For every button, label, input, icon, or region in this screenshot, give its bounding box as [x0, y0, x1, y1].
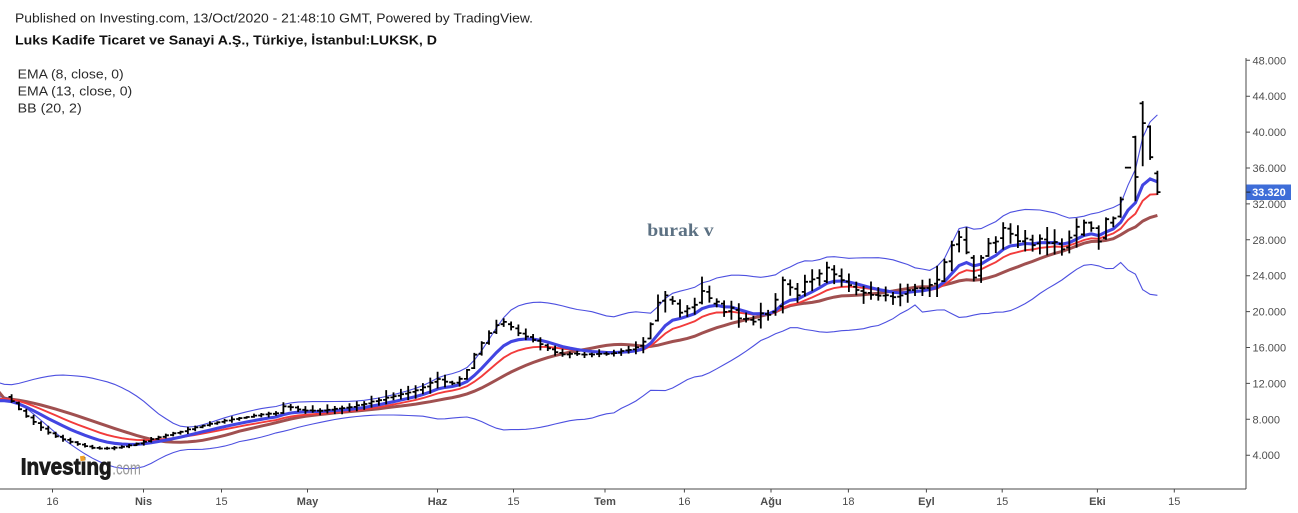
svg-text:15: 15: [996, 496, 1008, 508]
svg-text:Haz: Haz: [428, 496, 448, 508]
svg-text:15: 15: [1168, 496, 1180, 508]
svg-text:EMA (13, close, 0): EMA (13, close, 0): [18, 83, 133, 98]
svg-text:28.000: 28.000: [1253, 235, 1287, 247]
svg-text:8.000: 8.000: [1253, 414, 1281, 426]
svg-text:36.000: 36.000: [1253, 163, 1287, 175]
svg-text:24.000: 24.000: [1253, 271, 1287, 283]
svg-text:Ağu: Ağu: [760, 496, 781, 508]
svg-text:EMA (8, close, 0): EMA (8, close, 0): [18, 66, 124, 81]
svg-text:Investing: Investing: [21, 454, 112, 480]
svg-text:Tem: Tem: [594, 496, 616, 508]
svg-text:.com: .com: [112, 458, 141, 479]
svg-text:15: 15: [507, 496, 519, 508]
svg-text:Eyl: Eyl: [918, 496, 935, 508]
svg-text:Nis: Nis: [135, 496, 152, 508]
svg-text:May: May: [297, 496, 319, 508]
svg-text:32.000: 32.000: [1253, 199, 1287, 211]
svg-text:48.000: 48.000: [1253, 55, 1287, 67]
svg-text:12.000: 12.000: [1253, 378, 1287, 390]
svg-text:16: 16: [46, 496, 58, 508]
svg-text:16: 16: [678, 496, 690, 508]
svg-text:Luks Kadife Ticaret ve Sanayi: Luks Kadife Ticaret ve Sanayi A.Ş., Türk…: [15, 33, 437, 48]
svg-text:Eki: Eki: [1089, 496, 1106, 508]
svg-text:20.000: 20.000: [1253, 307, 1287, 319]
svg-text:40.000: 40.000: [1253, 127, 1287, 139]
svg-text:15: 15: [215, 496, 227, 508]
svg-text:4.000: 4.000: [1253, 450, 1281, 462]
svg-text:33.320: 33.320: [1252, 187, 1286, 199]
svg-text:18: 18: [842, 496, 854, 508]
svg-text:Published on Investing.com, 13: Published on Investing.com, 13/Oct/2020 …: [15, 11, 533, 26]
svg-text:16.000: 16.000: [1253, 343, 1287, 355]
svg-text:44.000: 44.000: [1253, 91, 1287, 103]
svg-text:burak v: burak v: [647, 220, 713, 240]
svg-text:BB (20, 2): BB (20, 2): [18, 100, 82, 115]
